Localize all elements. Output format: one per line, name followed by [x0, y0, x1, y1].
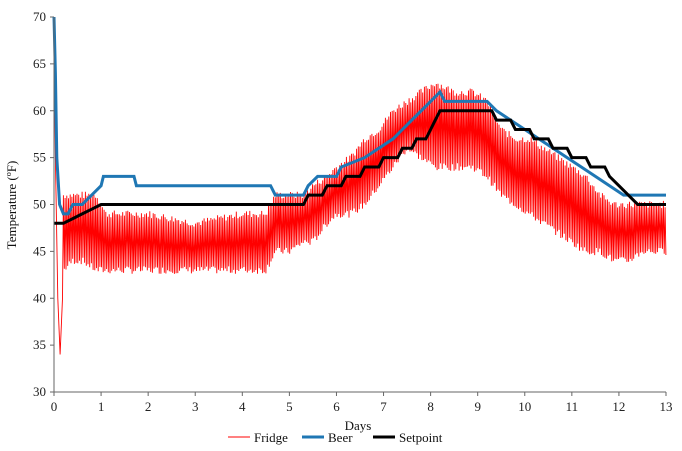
- x-axis-title: Days: [345, 418, 372, 433]
- x-tick-label: 4: [239, 399, 246, 414]
- plot-area: [52, 16, 667, 355]
- legend-label-beer: Beer: [328, 430, 353, 445]
- x-axis-ticks: 0 1 2 3 4 5 6 7 8 9 10 11 12 13: [51, 392, 673, 414]
- legend-label-setpoint: Setpoint: [399, 430, 443, 445]
- x-tick-label: 8: [427, 399, 434, 414]
- x-tick-label: 2: [145, 399, 152, 414]
- x-tick-label: 13: [660, 399, 673, 414]
- y-tick-label: 50: [33, 197, 46, 212]
- x-tick-label: 1: [98, 399, 105, 414]
- y-tick-label: 60: [33, 103, 46, 118]
- x-tick-label: 12: [612, 399, 625, 414]
- y-tick-label: 45: [33, 243, 46, 258]
- series-line-fridge: [53, 35, 667, 355]
- x-tick-label: 3: [192, 399, 199, 414]
- legend-label-fridge: Fridge: [254, 430, 288, 445]
- y-axis-title: Temperature (ºF): [4, 161, 19, 250]
- x-tick-label: 9: [474, 399, 481, 414]
- y-tick-label: 55: [33, 150, 46, 165]
- y-tick-label: 40: [33, 290, 46, 305]
- x-tick-label: 11: [566, 399, 579, 414]
- y-tick-label: 35: [33, 337, 46, 352]
- x-tick-label: 0: [51, 399, 58, 414]
- x-tick-label: 6: [333, 399, 340, 414]
- y-tick-label: 30: [33, 384, 46, 399]
- y-tick-label: 70: [33, 9, 46, 24]
- x-tick-label: 10: [518, 399, 531, 414]
- series-line-beer: [52, 16, 666, 216]
- y-tick-label: 65: [33, 56, 46, 71]
- x-tick-label: 5: [286, 399, 293, 414]
- legend: Fridge Beer Setpoint: [228, 430, 443, 445]
- series-line-setpoint: [54, 109, 666, 225]
- x-tick-label: 7: [380, 399, 387, 414]
- y-axis-ticks: 30 35 40 45 50 55 60 65 70: [33, 9, 54, 399]
